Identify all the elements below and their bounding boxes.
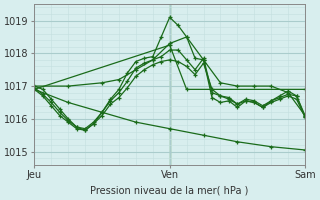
X-axis label: Pression niveau de la mer( hPa ): Pression niveau de la mer( hPa ) xyxy=(91,186,249,196)
